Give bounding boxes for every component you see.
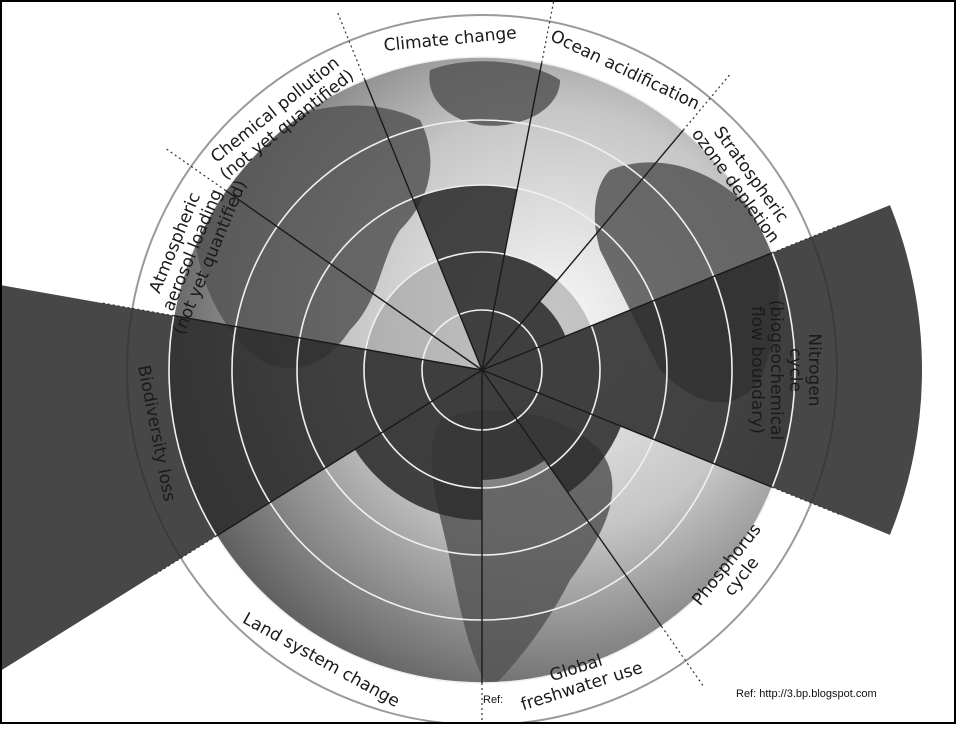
separator-ocean xyxy=(541,0,555,63)
wedge-land xyxy=(354,370,482,520)
north-america-shape xyxy=(193,105,431,369)
divider-aerosol xyxy=(173,314,483,371)
label-nitrogen-line-3: flow boundary) xyxy=(747,306,767,434)
divider-ocean xyxy=(481,62,543,371)
wedge-ocean xyxy=(482,254,558,370)
divider-biodiversity xyxy=(216,369,483,537)
sector-dividers xyxy=(173,62,773,683)
separator-nitrogen xyxy=(771,225,840,254)
separator-climate xyxy=(337,12,366,81)
label-nitrogen-line-2: (biogeochemical xyxy=(766,300,786,441)
separator-chemical xyxy=(166,148,226,191)
wedge-nitrogen xyxy=(482,205,922,535)
wedge-ozone xyxy=(482,301,566,370)
separator-aerosol xyxy=(102,302,174,317)
ref-label-left: Ref: xyxy=(483,694,504,706)
rim-separators xyxy=(102,0,840,729)
separator-phosphorus xyxy=(771,486,840,515)
divider-nitrogen xyxy=(481,252,773,371)
divider-chemical xyxy=(225,189,483,371)
label-nitrogen-line-0: Nitrogen xyxy=(804,333,824,406)
divider-freshwater xyxy=(481,369,663,627)
divider-phosphorus xyxy=(481,369,773,488)
separator-freshwater xyxy=(661,626,704,686)
wedge-biodiversity xyxy=(0,285,482,672)
wedge-climate xyxy=(412,185,518,370)
divider-climate xyxy=(364,79,483,371)
divider-ozone xyxy=(481,129,684,371)
ref-label-right: Ref: http://3.bp.blogspot.com xyxy=(736,688,877,700)
wedge-freshwater xyxy=(482,370,546,480)
separator-biodiversity xyxy=(155,535,217,575)
wedge-phosphorus xyxy=(482,370,622,493)
boundary-wedges xyxy=(0,185,922,672)
greenland-shape xyxy=(429,61,560,126)
separator-ozone xyxy=(682,74,730,131)
label-nitrogen-line-1: cycle xyxy=(785,348,805,392)
